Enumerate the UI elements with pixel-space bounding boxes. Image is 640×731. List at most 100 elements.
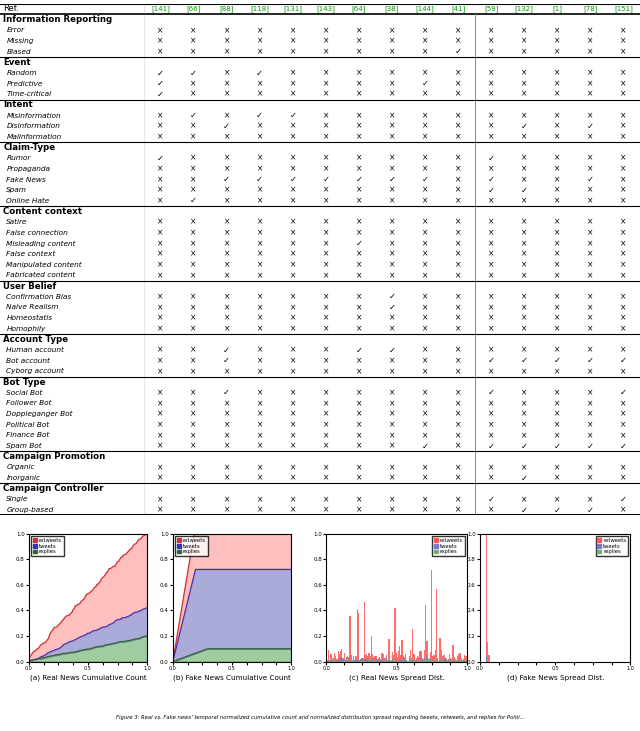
Text: ×: ×	[488, 367, 494, 376]
Text: ×: ×	[323, 37, 329, 45]
Text: Intent: Intent	[3, 100, 33, 110]
Bar	[393, 660, 394, 662]
Bar	[429, 659, 430, 662]
Text: ×: ×	[157, 197, 164, 205]
Text: ×: ×	[257, 218, 263, 227]
Text: ×: ×	[223, 367, 230, 376]
Bar	[348, 660, 349, 662]
Text: ×: ×	[257, 292, 263, 301]
Text: ✓: ✓	[190, 111, 197, 120]
Bar	[425, 605, 426, 662]
Text: ✓: ✓	[388, 292, 396, 301]
Bar	[404, 659, 405, 662]
Text: ×: ×	[554, 239, 561, 248]
Bar	[365, 655, 366, 662]
Text: ×: ×	[620, 197, 627, 205]
Text: ×: ×	[455, 420, 461, 429]
Text: ×: ×	[422, 111, 428, 120]
Text: ×: ×	[588, 132, 593, 141]
Bar	[364, 602, 365, 662]
Text: ×: ×	[191, 154, 196, 163]
Text: Homophily: Homophily	[6, 326, 45, 332]
Text: ×: ×	[323, 250, 329, 259]
Text: ×: ×	[455, 175, 461, 184]
Text: ×: ×	[521, 154, 527, 163]
Text: ×: ×	[290, 186, 296, 194]
Text: ×: ×	[488, 239, 494, 248]
Text: ×: ×	[191, 388, 196, 397]
Text: ×: ×	[588, 69, 593, 77]
Text: ×: ×	[620, 90, 627, 99]
Bar	[362, 659, 364, 662]
Bar	[356, 660, 358, 662]
Bar	[377, 659, 378, 662]
Text: ×: ×	[356, 388, 362, 397]
Bar	[436, 588, 437, 662]
Text: ×: ×	[455, 506, 461, 515]
Text: ×: ×	[157, 228, 164, 238]
Bar	[436, 660, 437, 662]
Text: ×: ×	[455, 431, 461, 440]
Text: ×: ×	[389, 239, 395, 248]
Text: ×: ×	[422, 506, 428, 515]
Text: ×: ×	[223, 90, 230, 99]
Text: ×: ×	[191, 463, 196, 472]
Text: ×: ×	[257, 420, 263, 429]
Text: ×: ×	[455, 218, 461, 227]
Text: Bot Type: Bot Type	[3, 378, 45, 387]
Bar	[366, 654, 367, 662]
Text: ×: ×	[223, 164, 230, 173]
Text: ×: ×	[323, 239, 329, 248]
Text: ×: ×	[323, 47, 329, 56]
Bar	[339, 659, 340, 662]
Text: ×: ×	[620, 154, 627, 163]
Text: ×: ×	[290, 197, 296, 205]
Text: ×: ×	[389, 122, 395, 131]
Bar	[339, 654, 340, 662]
Text: ×: ×	[157, 388, 164, 397]
Text: [38]: [38]	[385, 6, 399, 12]
Bar	[392, 660, 394, 662]
Bar	[388, 660, 390, 662]
Bar	[393, 656, 394, 662]
Text: ✓: ✓	[422, 442, 429, 450]
Bar	[398, 661, 399, 662]
Text: ×: ×	[620, 26, 627, 35]
Text: ×: ×	[257, 388, 263, 397]
Bar	[464, 660, 465, 662]
Bar	[430, 659, 431, 662]
Text: ×: ×	[223, 271, 230, 280]
Text: ×: ×	[588, 367, 593, 376]
Bar	[369, 661, 371, 662]
Bar	[380, 659, 381, 662]
Text: ×: ×	[422, 186, 428, 194]
Text: ×: ×	[488, 292, 494, 301]
Bar	[450, 660, 451, 662]
Text: ×: ×	[389, 356, 395, 366]
Bar	[420, 651, 422, 662]
Text: ×: ×	[389, 218, 395, 227]
Text: ×: ×	[356, 69, 362, 77]
Text: ×: ×	[257, 164, 263, 173]
Text: ×: ×	[323, 111, 329, 120]
Text: ×: ×	[157, 260, 164, 269]
Text: ×: ×	[223, 463, 230, 472]
Text: ×: ×	[620, 239, 627, 248]
Bar	[401, 660, 403, 662]
Text: Fake News: Fake News	[6, 177, 46, 183]
Text: ×: ×	[389, 79, 395, 88]
Text: Single: Single	[6, 496, 29, 502]
Text: ×: ×	[191, 271, 196, 280]
Text: ×: ×	[257, 37, 263, 45]
Text: ✓: ✓	[521, 122, 528, 131]
Text: Fabricated content: Fabricated content	[6, 273, 76, 279]
Text: ×: ×	[455, 122, 461, 131]
Text: ×: ×	[389, 442, 395, 450]
Text: ×: ×	[157, 132, 164, 141]
Bar	[410, 650, 411, 662]
Text: ×: ×	[389, 420, 395, 429]
Text: ×: ×	[488, 420, 494, 429]
Text: ×: ×	[290, 495, 296, 504]
Bar	[457, 656, 458, 662]
Text: ×: ×	[356, 111, 362, 120]
